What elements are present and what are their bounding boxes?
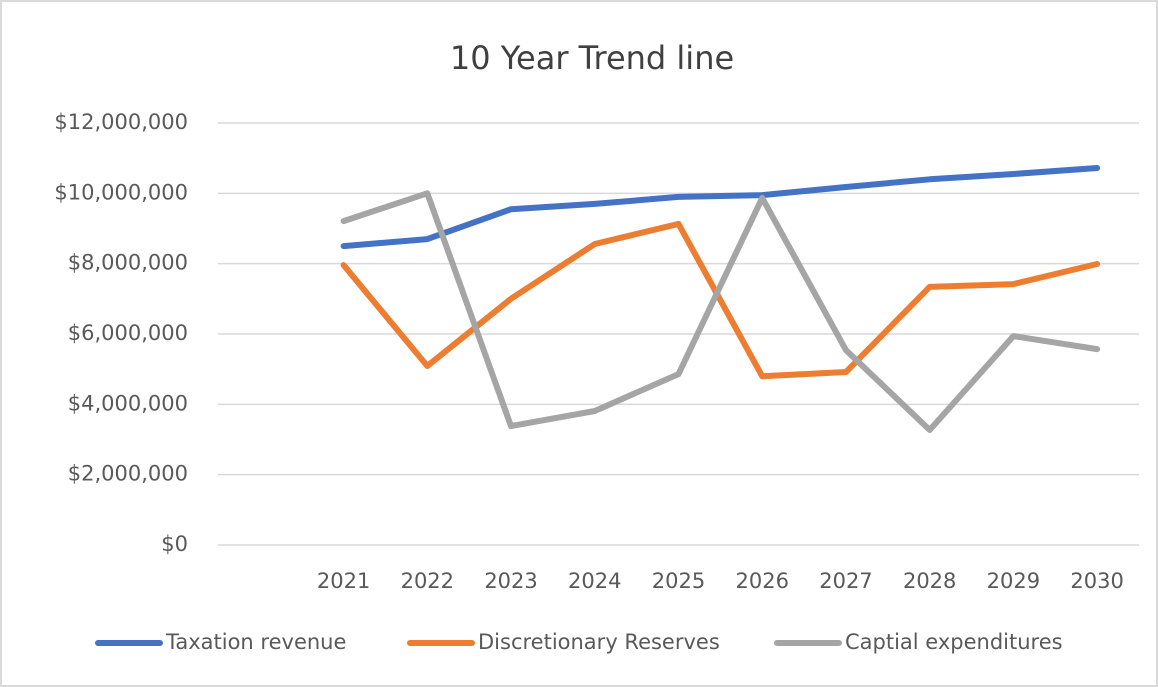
y-tick-label: $10,000,000 bbox=[54, 180, 188, 204]
x-tick-label: 2025 bbox=[652, 569, 705, 593]
line-series bbox=[340, 220, 1101, 380]
x-tick-label: 2030 bbox=[1070, 569, 1123, 593]
y-tick-label: $2,000,000 bbox=[68, 462, 188, 486]
x-tick-label: 2023 bbox=[484, 569, 537, 593]
legend-label: Taxation revenue bbox=[165, 630, 346, 654]
y-tick-label: $8,000,000 bbox=[68, 251, 188, 275]
x-tick-label: 2029 bbox=[987, 569, 1040, 593]
x-tick-label: 2028 bbox=[903, 569, 956, 593]
y-tick-label: $4,000,000 bbox=[68, 391, 188, 415]
x-tick-label: 2022 bbox=[401, 569, 454, 593]
legend-label: Captial expenditures bbox=[845, 630, 1063, 654]
x-tick-label: 2021 bbox=[317, 569, 370, 593]
x-tick-label: 2024 bbox=[568, 569, 621, 593]
line-series bbox=[340, 190, 1101, 433]
y-tick-label: $0 bbox=[161, 532, 188, 556]
x-tick-label: 2027 bbox=[819, 569, 872, 593]
line-series bbox=[340, 165, 1101, 250]
y-tick-label: $6,000,000 bbox=[68, 321, 188, 345]
legend-label: Discretionary Reserves bbox=[478, 630, 720, 654]
chart-title: 10 Year Trend line bbox=[450, 39, 734, 77]
y-tick-label: $12,000,000 bbox=[54, 110, 188, 134]
x-tick-label: 2026 bbox=[736, 569, 789, 593]
